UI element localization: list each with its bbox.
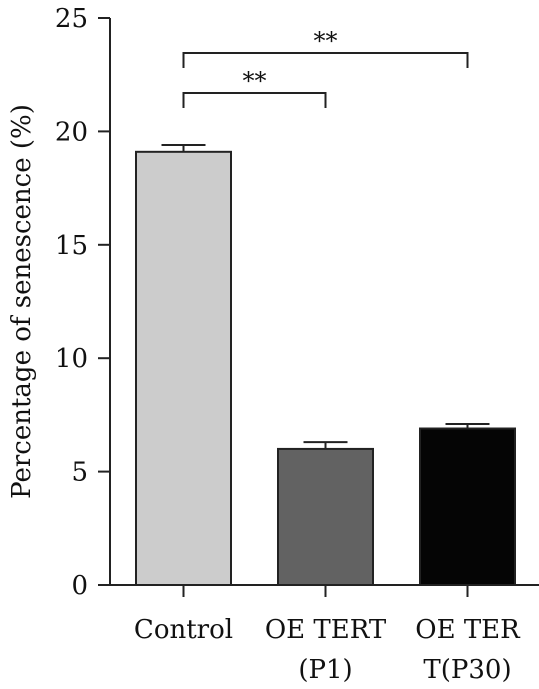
significance-label: ** bbox=[314, 27, 338, 55]
significance-bracket bbox=[182, 52, 469, 68]
y-tick-label: 20 bbox=[55, 117, 88, 147]
x-tick-label: (P1) bbox=[298, 655, 352, 685]
y-tick-label: 15 bbox=[55, 231, 88, 261]
y-tick-label: 5 bbox=[71, 458, 88, 488]
x-tick-label: OE TER bbox=[415, 615, 521, 645]
y-tick-label: 0 bbox=[71, 571, 88, 601]
significance-bracket bbox=[182, 92, 327, 108]
y-tick-label: 10 bbox=[55, 344, 88, 374]
y-tick-label: 25 bbox=[55, 4, 88, 34]
bar bbox=[277, 447, 374, 587]
y-axis-ticks: 0 5 10 15 20 25 bbox=[55, 4, 110, 601]
bar bbox=[135, 150, 232, 586]
bar bbox=[419, 427, 516, 586]
significance-label: ** bbox=[243, 67, 267, 95]
x-axis-labels: Control OE TERT (P1) OE TER T(P30) bbox=[134, 615, 521, 685]
bars bbox=[135, 144, 516, 597]
x-tick-label: T(P30) bbox=[423, 655, 511, 685]
x-tick-label: Control bbox=[134, 615, 233, 645]
x-tick-label: OE TERT bbox=[265, 615, 387, 645]
y-axis-label: Percentage of senescence (%) bbox=[7, 104, 37, 499]
significance-brackets: ** ** bbox=[182, 27, 469, 108]
